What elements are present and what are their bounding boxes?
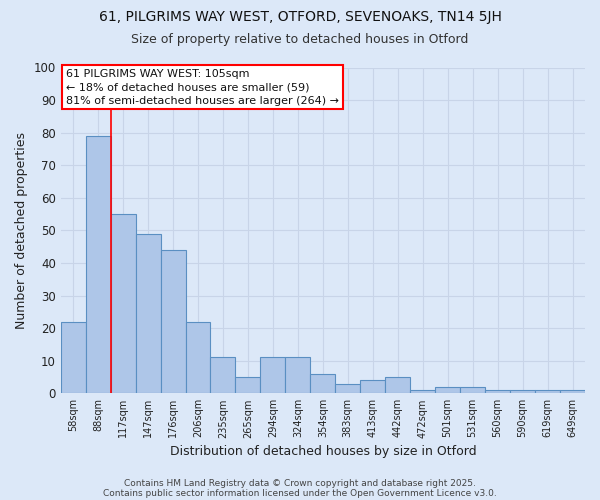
Bar [61, 322, 86, 394]
Bar [535, 390, 560, 394]
Bar [136, 234, 161, 394]
Bar [335, 384, 360, 394]
Bar [435, 387, 460, 394]
Bar [235, 377, 260, 394]
Bar [211, 358, 235, 394]
Text: Contains HM Land Registry data © Crown copyright and database right 2025.: Contains HM Land Registry data © Crown c… [124, 478, 476, 488]
X-axis label: Distribution of detached houses by size in Otford: Distribution of detached houses by size … [170, 444, 476, 458]
Bar [86, 136, 110, 394]
Bar [485, 390, 510, 394]
Bar [560, 390, 585, 394]
Text: 61, PILGRIMS WAY WEST, OTFORD, SEVENOAKS, TN14 5JH: 61, PILGRIMS WAY WEST, OTFORD, SEVENOAKS… [98, 10, 502, 24]
Bar [185, 322, 211, 394]
Text: 61 PILGRIMS WAY WEST: 105sqm
← 18% of detached houses are smaller (59)
81% of se: 61 PILGRIMS WAY WEST: 105sqm ← 18% of de… [66, 69, 339, 106]
Bar [510, 390, 535, 394]
Bar [385, 377, 410, 394]
Bar [110, 214, 136, 394]
Bar [260, 358, 286, 394]
Bar [410, 390, 435, 394]
Bar [286, 358, 310, 394]
Y-axis label: Number of detached properties: Number of detached properties [15, 132, 28, 329]
Bar [360, 380, 385, 394]
Text: Contains public sector information licensed under the Open Government Licence v3: Contains public sector information licen… [103, 488, 497, 498]
Bar [460, 387, 485, 394]
Text: Size of property relative to detached houses in Otford: Size of property relative to detached ho… [131, 32, 469, 46]
Bar [161, 250, 185, 394]
Bar [310, 374, 335, 394]
